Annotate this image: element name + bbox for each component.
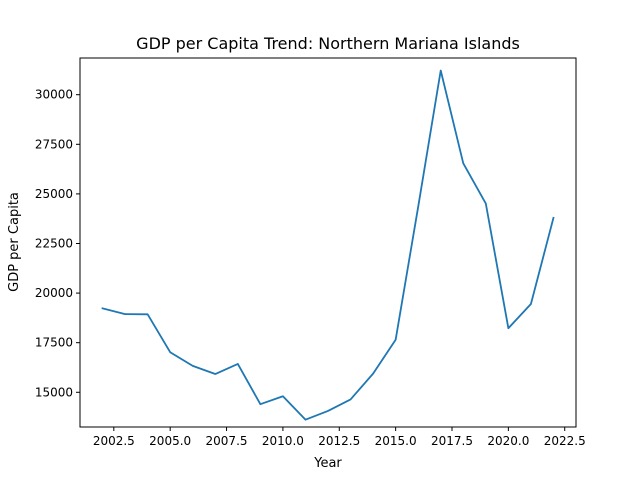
x-tick-label: 2010.0 — [262, 434, 304, 448]
x-tick-label: 2002.5 — [93, 434, 135, 448]
x-tick-label: 2020.0 — [487, 434, 529, 448]
y-tick-label: 22500 — [35, 236, 73, 250]
x-axis-label: Year — [313, 456, 342, 471]
series-line — [101, 69, 555, 421]
x-tick-label: 2015.0 — [375, 434, 417, 448]
y-tick-label: 15000 — [35, 385, 73, 399]
axes-frame — [79, 57, 577, 428]
y-tick-label: 25000 — [35, 187, 73, 201]
y-axis-label: GDP per Capita — [7, 192, 22, 292]
x-tick-label: 2012.5 — [318, 434, 360, 448]
x-tick-label: 2022.5 — [544, 434, 586, 448]
x-tick-label: 2017.5 — [431, 434, 473, 448]
y-tick-label: 27500 — [35, 137, 73, 151]
y-tick-label: 30000 — [35, 88, 73, 102]
chart-title: GDP per Capita Trend: Northern Mariana I… — [136, 34, 520, 53]
x-tick-label: 2005.0 — [149, 434, 191, 448]
plot-area: 2002.5 2005.0 2007.5 2010.0 2012.5 2015.0 2017… — [35, 57, 586, 448]
x-tick-label: 2007.5 — [206, 434, 248, 448]
y-tick-label: 20000 — [35, 286, 73, 300]
y-tick-label: 17500 — [35, 336, 73, 350]
